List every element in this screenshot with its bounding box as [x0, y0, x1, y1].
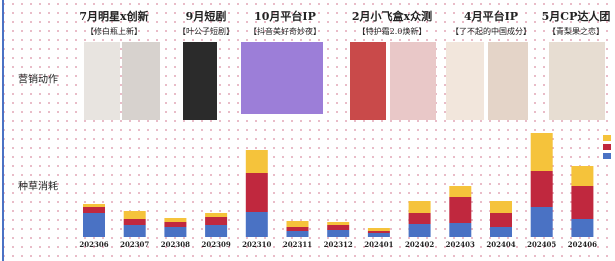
bar-segment [246, 150, 268, 173]
x-tick-label: 202402 [405, 240, 434, 249]
annotation-title: 4月平台IP [464, 9, 518, 23]
bar-segment [124, 225, 146, 237]
bar-segment [327, 225, 349, 230]
legend-swatch [603, 144, 611, 150]
bar-segment [409, 213, 431, 224]
bar-segment [571, 166, 593, 186]
legend-swatch [603, 135, 611, 141]
bar-segment [409, 201, 431, 213]
image [241, 42, 323, 114]
x-tick-label: 202308 [161, 240, 190, 249]
legend-swatch [603, 153, 611, 159]
bar-segment [531, 207, 553, 237]
annotation-subtitle: 【叶公子短剧】 [178, 26, 234, 36]
bar-segment [83, 213, 105, 237]
image [446, 42, 484, 120]
bar-segment [449, 197, 471, 223]
bar-segment [571, 219, 593, 237]
bar-segment [287, 221, 309, 227]
x-tick-label: 202404 [486, 240, 515, 249]
bar-segment [409, 224, 431, 237]
bar-segment [327, 230, 349, 237]
bar-segment [490, 201, 512, 213]
annotation-subtitle: 【了不起的中国成分】 [451, 26, 531, 36]
annotation-title: 2月小飞盒x众测 [352, 9, 432, 23]
bar-segment [124, 211, 146, 219]
bar-segment [287, 227, 309, 231]
row-label: 营销动作 [18, 73, 58, 86]
image [390, 42, 436, 120]
row-label: 种草消耗 [18, 180, 58, 193]
bar-segment [368, 231, 390, 233]
annotation-subtitle: 【修白瓶上新】 [86, 26, 142, 36]
image [183, 42, 217, 120]
x-tick-label: 202312 [324, 240, 353, 249]
x-tick-label: 202309 [201, 240, 230, 249]
image [350, 42, 386, 120]
image [488, 42, 528, 120]
bar-segment [83, 204, 105, 207]
x-tick-label: 202403 [446, 240, 475, 249]
annotation-subtitle: 【抖音美好奇妙夜】 [249, 26, 321, 36]
bar-segment [124, 219, 146, 225]
bar-segment [368, 233, 390, 237]
x-tick-label: 202306 [79, 240, 108, 249]
annotation-subtitle: 【特护霜2.0焕新】 [358, 26, 427, 36]
annotation-subtitle: 【青梨果之恋】 [548, 26, 604, 36]
bar-segment [246, 173, 268, 212]
image [84, 42, 120, 120]
bar-segment [327, 222, 349, 225]
bar-segment [531, 171, 553, 207]
bar-segment [83, 207, 105, 213]
x-tick-label: 202310 [242, 240, 271, 249]
annotation-title: 9月短剧 [186, 9, 227, 23]
bar-segment [490, 227, 512, 237]
bar-segment [490, 213, 512, 227]
x-tick-label: 202401 [364, 240, 393, 249]
page: 营销动作 种草消耗 7月明星x创新【修白瓶上新】 9月短剧【叶公子短剧】 10月平台… [0, 0, 615, 261]
annotation-title: 10月平台IP [254, 9, 316, 23]
bar-segment [164, 222, 186, 227]
bar-segment [449, 186, 471, 197]
bar-segment [205, 213, 227, 217]
bar-segment [246, 212, 268, 237]
image [549, 42, 605, 120]
bar-segment [205, 225, 227, 237]
x-tick-label: 202406 [568, 240, 597, 249]
bar-segment [449, 223, 471, 237]
bar-segment [205, 217, 227, 225]
bar-segment [571, 186, 593, 219]
annotation-title: 7月明星x创新 [79, 9, 148, 23]
bar-segment [531, 133, 553, 171]
x-tick-label: 202307 [120, 240, 149, 249]
bar-segment [164, 218, 186, 222]
annotation-title: 5月CP达人团 [542, 9, 611, 23]
image [122, 42, 160, 120]
bar-segment [368, 228, 390, 231]
bar-segment [287, 231, 309, 237]
bar-segment [164, 227, 186, 237]
x-tick-label: 202311 [283, 240, 312, 249]
x-tick-label: 202405 [527, 240, 556, 249]
